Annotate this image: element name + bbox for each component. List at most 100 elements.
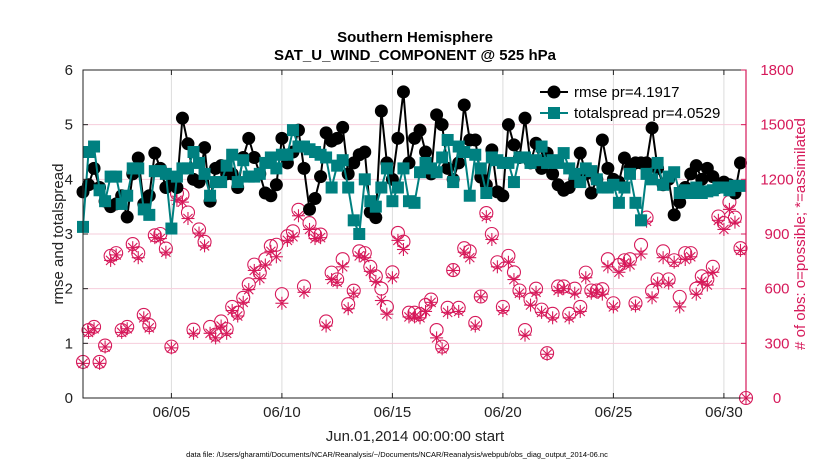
rmse-point (601, 161, 615, 175)
obs-assimilated-point (435, 342, 449, 356)
obs-assimilated-point (722, 202, 736, 216)
rmse-point (430, 108, 444, 122)
rmse-point (175, 111, 189, 125)
legend-spread-label: totalspread pr=4.0529 (574, 105, 720, 122)
obs-assimilated-point (247, 263, 261, 277)
y-tick-label: 6 (65, 62, 73, 79)
totalspread-point (734, 179, 747, 192)
totalspread-point (375, 181, 388, 194)
rmse-point (645, 121, 659, 135)
obs-assimilated-point (380, 307, 394, 321)
obs-assimilated-point (695, 274, 709, 288)
totalspread-point (391, 181, 404, 194)
totalspread-point (397, 162, 410, 175)
obs-assimilated-point (159, 245, 173, 259)
obs-assimilated-point (479, 210, 493, 224)
totalspread-point (458, 146, 471, 158)
obs-assimilated-point (297, 285, 311, 299)
totalspread-point (474, 162, 487, 175)
rmse-point (247, 150, 261, 164)
obs-assimilated-point (286, 230, 300, 244)
obs-assimilated-point (109, 248, 123, 262)
obs-assimilated-point (269, 250, 283, 264)
totalspread-point (281, 148, 294, 161)
totalspread-point (612, 196, 625, 209)
rmse-point (507, 138, 521, 152)
totalspread-point (535, 140, 548, 153)
totalspread-point (358, 173, 371, 186)
obs-assimilated-point (501, 255, 515, 269)
obs-assimilated-point (706, 265, 720, 279)
rmse-point (336, 120, 350, 134)
obs-assimilated-point (214, 319, 228, 333)
totalspread-point (380, 162, 393, 175)
totalspread-point (204, 189, 217, 202)
obs-assimilated-point (733, 243, 747, 257)
obs-assimilated-point (595, 287, 609, 301)
obs-assimilated-point (341, 302, 355, 316)
totalspread-point (286, 124, 299, 137)
rmse-point (82, 178, 96, 192)
totalspread-point (408, 196, 421, 209)
totalspread-point (165, 222, 178, 235)
totalspread-point (253, 167, 266, 180)
rmse-point (518, 111, 532, 125)
y-tick-label: 4 (65, 171, 73, 188)
obs-assimilated-point (463, 251, 477, 265)
totalspread-point (530, 154, 543, 167)
y2-tick-label: 900 (764, 226, 789, 243)
legend-rmse-label: rmse pr=4.1917 (574, 84, 679, 101)
obs-assimilated-point (170, 193, 184, 207)
obs-assimilated-point (562, 311, 576, 325)
obs-assimilated-point (253, 272, 267, 286)
obs-assimilated-point (325, 273, 339, 287)
rmse-point (198, 141, 212, 155)
obs-assimilated-point (164, 341, 178, 355)
rmse-point (314, 170, 328, 184)
rmse-point (733, 156, 747, 170)
obs-assimilated-point (634, 247, 648, 261)
y2-tick-label: 600 (764, 281, 789, 298)
obs-assimilated-point (711, 213, 725, 227)
obs-assimilated-point (98, 340, 112, 354)
totalspread-point (143, 208, 156, 221)
totalspread-point (93, 184, 106, 197)
totalspread-point (629, 196, 642, 209)
obs-assimilated-point (115, 325, 129, 339)
obs-assimilated-point (187, 326, 200, 340)
rmse-point (120, 210, 134, 224)
rmse-point (617, 151, 631, 165)
obs-assimilated-point (540, 347, 554, 361)
totalspread-point (441, 133, 454, 146)
totalspread-point (88, 140, 101, 153)
obs-assimilated-point (568, 286, 582, 300)
totalspread-point (507, 176, 520, 189)
obs-assimilated-point (579, 271, 593, 285)
obs-assimilated-point (153, 232, 167, 246)
rmse-point (396, 85, 410, 99)
x-tick-label: 06/10 (263, 404, 301, 421)
obs-assimilated-point (441, 305, 455, 319)
y2-tick-label: 300 (764, 335, 789, 352)
rmse-point (419, 145, 433, 159)
obs-assimilated-point (507, 273, 521, 287)
rmse-point (275, 131, 289, 145)
totalspread-point (110, 170, 123, 183)
obs-assimilated-point (236, 295, 250, 309)
obs-assimilated-point (336, 260, 350, 274)
totalspread-point (336, 154, 349, 167)
legend: rmse pr=4.1917 totalspread pr=4.0529 (540, 84, 720, 122)
rmse-point (142, 189, 156, 203)
totalspread-point (353, 228, 366, 240)
obs-assimilated-point (242, 283, 256, 297)
totalspread-point (414, 166, 427, 179)
x-tick-label: 06/20 (484, 404, 522, 421)
obs-assimilated-point (645, 291, 659, 305)
obs-assimilated-point (612, 265, 626, 279)
obs-assimilated-point (485, 232, 499, 246)
y-tick-label: 0 (65, 390, 73, 407)
obs-assimilated-point (220, 326, 234, 340)
obs-assimilated-point (623, 258, 637, 272)
rmse-point (374, 104, 388, 118)
obs-assimilated-point (717, 222, 731, 236)
